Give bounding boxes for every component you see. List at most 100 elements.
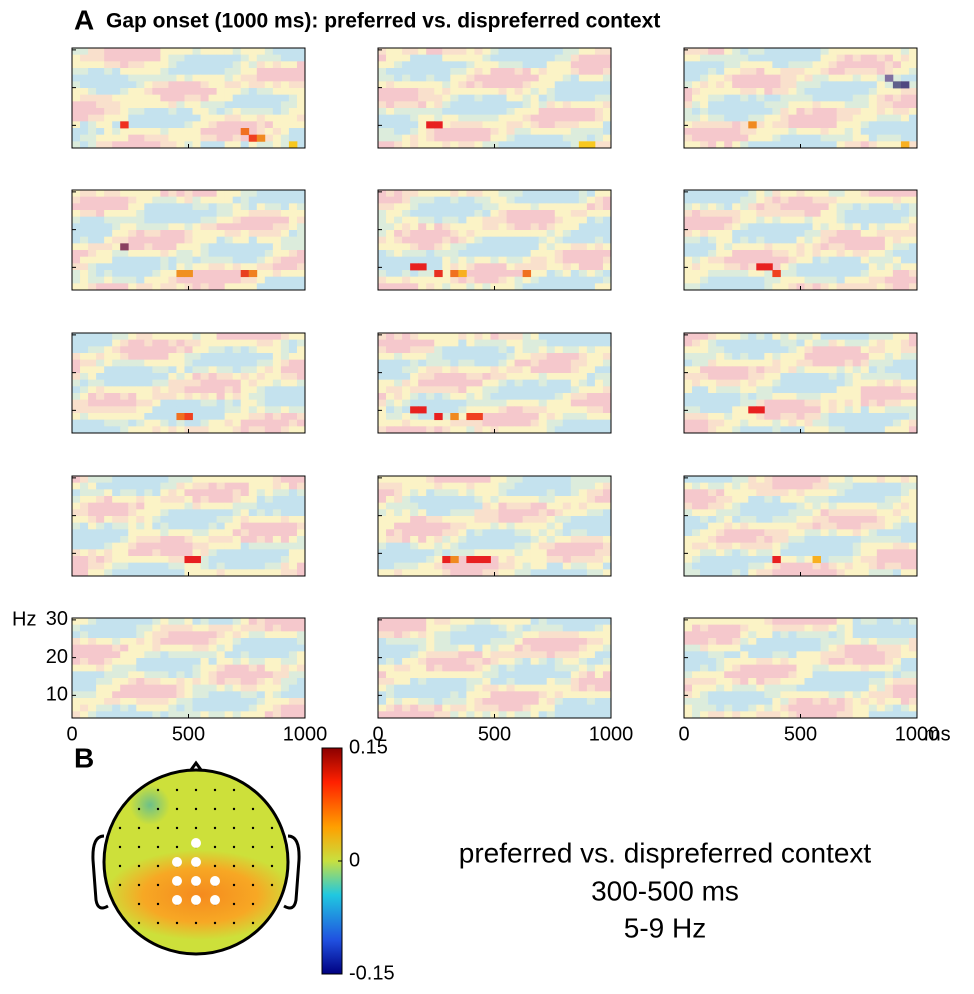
map-cell	[217, 243, 225, 250]
map-cell	[813, 135, 821, 142]
map-cell	[241, 197, 249, 204]
map-cell	[837, 380, 845, 387]
map-cell	[112, 81, 120, 88]
map-cell	[434, 386, 442, 393]
map-cell	[466, 373, 474, 380]
map-cell	[289, 543, 297, 550]
map-cell	[499, 476, 507, 483]
map-cell	[80, 75, 88, 82]
map-cell	[265, 270, 273, 277]
map-cell	[152, 340, 160, 347]
map-cell	[700, 263, 708, 270]
map-cell	[184, 529, 192, 536]
map-cell	[877, 108, 885, 115]
map-cell	[595, 55, 603, 62]
map-cell	[225, 95, 233, 102]
map-cell	[184, 380, 192, 387]
map-cell	[386, 128, 394, 135]
map-cell	[168, 366, 176, 373]
map-cell	[184, 489, 192, 496]
map-cell	[257, 217, 265, 224]
map-cell	[740, 270, 748, 277]
map-cell	[168, 476, 176, 483]
map-cell	[837, 108, 845, 115]
map-cell	[289, 48, 297, 55]
map-cell	[265, 476, 273, 483]
map-cell	[861, 230, 869, 237]
map-cell	[466, 277, 474, 284]
map-cell	[515, 108, 523, 115]
map-cell	[112, 263, 120, 270]
map-cell	[845, 135, 853, 142]
map-cell	[418, 223, 426, 230]
map-cell	[273, 237, 281, 244]
map-cell	[466, 121, 474, 128]
map-cell	[539, 366, 547, 373]
map-cell	[547, 346, 555, 353]
map-cell	[499, 393, 507, 400]
map-cell	[402, 563, 410, 570]
map-cell	[120, 121, 128, 128]
map-cell	[901, 373, 909, 380]
map-cell	[474, 406, 482, 413]
map-cell	[603, 393, 611, 400]
map-cell	[225, 217, 233, 224]
map-cell	[297, 55, 305, 62]
map-cell	[217, 61, 225, 68]
map-cell	[813, 230, 821, 237]
map-cell	[555, 569, 563, 576]
map-cell	[571, 340, 579, 347]
map-cell	[507, 476, 515, 483]
map-cell	[821, 346, 829, 353]
map-cell	[885, 420, 893, 427]
map-cell	[748, 237, 756, 244]
map-cell	[450, 135, 458, 142]
map-cell	[88, 257, 96, 264]
map-cell	[442, 95, 450, 102]
map-cell	[523, 135, 531, 142]
map-cell	[160, 108, 168, 115]
map-cell	[136, 108, 144, 115]
map-cell	[184, 75, 192, 82]
map-cell	[418, 503, 426, 510]
map-cell	[120, 393, 128, 400]
map-cell	[861, 283, 869, 290]
map-cell	[402, 230, 410, 237]
map-cell	[168, 393, 176, 400]
map-cell	[144, 386, 152, 393]
map-cell	[233, 393, 241, 400]
electrode	[252, 808, 254, 810]
map-cell	[168, 61, 176, 68]
map-cell	[281, 223, 289, 230]
map-cell	[603, 509, 611, 516]
map-cell	[901, 230, 909, 237]
map-cell	[72, 217, 80, 224]
map-cell	[410, 197, 418, 204]
map-cell	[563, 413, 571, 420]
map-cell	[563, 426, 571, 433]
map-cell	[193, 413, 201, 420]
map-cell	[490, 406, 498, 413]
map-cell	[482, 346, 490, 353]
map-cell	[547, 210, 555, 217]
map-cell	[587, 128, 595, 135]
map-cell	[104, 529, 112, 536]
map-cell	[555, 230, 563, 237]
map-cell	[193, 61, 201, 68]
map-cell	[80, 333, 88, 340]
map-cell	[885, 217, 893, 224]
map-cell	[402, 243, 410, 250]
map-cell	[692, 223, 700, 230]
map-cell	[410, 400, 418, 407]
map-cell	[603, 230, 611, 237]
map-cell	[877, 283, 885, 290]
map-cell	[531, 128, 539, 135]
map-cell	[201, 190, 209, 197]
map-cell	[547, 569, 555, 576]
map-cell	[724, 277, 732, 284]
map-cell	[523, 283, 531, 290]
map-cell	[201, 263, 209, 270]
map-cell	[796, 270, 804, 277]
map-cell	[587, 55, 595, 62]
map-cell	[233, 340, 241, 347]
